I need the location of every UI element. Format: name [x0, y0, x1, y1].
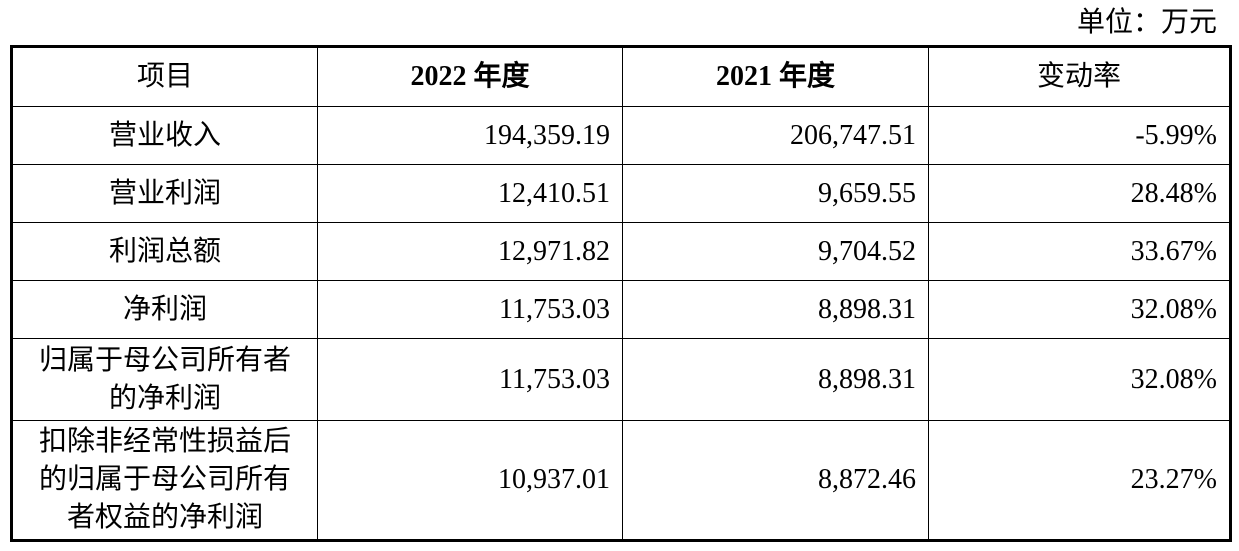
value-cell: 23.27%: [928, 420, 1231, 541]
label-line: 利润总额: [108, 235, 221, 267]
value-cell: 9,659.55: [622, 164, 929, 223]
value-cell: 206,747.51: [622, 106, 929, 165]
label-line: 营业利润: [108, 177, 221, 209]
header-cell: 变动率: [928, 46, 1231, 107]
table-row: 净利润 11,753.03 8,898.31 32.08%: [11, 280, 1231, 339]
value-cell: 8,898.31: [622, 338, 929, 421]
table-row: 营业收入 194,359.19 206,747.51 -5.99%: [11, 106, 1231, 165]
header-cell: 2021 年度: [622, 46, 929, 107]
row-label: 利润总额: [11, 222, 318, 281]
value-cell: 12,410.51: [317, 164, 623, 223]
label-line: 净利润: [122, 293, 207, 325]
unit-label: 单位：万元: [1076, 7, 1217, 38]
value-cell: 33.67%: [928, 222, 1231, 281]
value-cell: 12,971.82: [317, 222, 623, 281]
header-cell: 2022 年度: [317, 46, 623, 107]
value-cell: -5.99%: [928, 106, 1231, 165]
value-cell: 32.08%: [928, 280, 1231, 339]
row-label: 扣除非经常性损益后 的归属于母公司所有 者权益的净利润: [11, 420, 318, 541]
table-body: 营业收入 194,359.19 206,747.51 -5.99% 营业利润 12,410…: [11, 106, 1231, 541]
value-cell: 11,753.03: [317, 280, 623, 339]
header-cell: 项目: [11, 46, 318, 107]
value-cell: 32.08%: [928, 338, 1231, 421]
table-row: 归属于母公司所有者 的净利润 11,753.03 8,898.31 32.08%: [11, 338, 1231, 421]
value-cell: 11,753.03: [317, 338, 623, 421]
value-cell: 194,359.19: [317, 106, 623, 165]
table-row: 利润总额 12,971.82 9,704.52 33.67%: [11, 222, 1231, 281]
label-line: 者权益的净利润: [66, 502, 263, 533]
data-table: 项目 2022 年度 2021 年度 变动率 营业收入 194,359.19 206,74…: [10, 45, 1232, 542]
table-row: 扣除非经常性损益后 的归属于母公司所有 者权益的净利润 10,937.01 8,872.…: [11, 420, 1231, 541]
value-cell: 10,937.01: [317, 420, 623, 541]
value-cell: 28.48%: [928, 164, 1231, 223]
row-label: 营业收入: [11, 106, 318, 165]
label-line: 营业收入: [108, 119, 221, 151]
row-label: 归属于母公司所有者 的净利润: [11, 338, 318, 421]
value-cell: 9,704.52: [622, 222, 929, 281]
label-line: 扣除非经常性损益后: [38, 426, 291, 457]
table-row: 营业利润 12,410.51 9,659.55 28.48%: [11, 164, 1231, 223]
row-label: 净利润: [11, 280, 318, 339]
label-line: 的净利润: [108, 382, 221, 414]
value-cell: 8,898.31: [622, 280, 929, 339]
row-label: 营业利润: [11, 164, 318, 223]
value-cell: 8,872.46: [622, 420, 929, 541]
label-line: 的归属于母公司所有: [38, 464, 291, 495]
label-line: 归属于母公司所有者: [38, 344, 291, 376]
header-row: 项目 2022 年度 2021 年度 变动率: [11, 46, 1231, 107]
